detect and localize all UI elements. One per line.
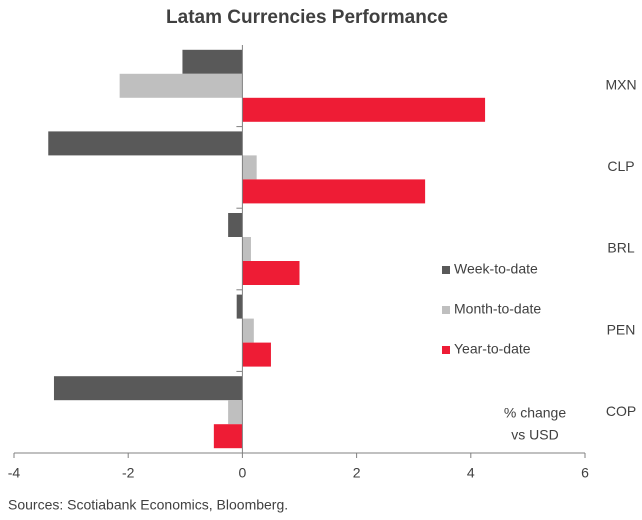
legend-label: Year-to-date	[454, 341, 531, 357]
source-note: Sources: Scotiabank Economics, Bloomberg…	[8, 497, 288, 513]
legend-label: Month-to-date	[454, 301, 541, 317]
chart-title: Latam Currencies Performance	[166, 7, 448, 28]
bar	[213, 424, 243, 449]
x-tick-label: -4	[8, 465, 21, 481]
category-label: PEN	[607, 321, 636, 337]
category-label: MXN	[605, 77, 636, 93]
bar	[242, 342, 271, 367]
bar	[182, 49, 243, 74]
bar	[53, 376, 243, 401]
bar	[242, 237, 251, 261]
legend-swatch	[442, 266, 450, 274]
bar	[119, 73, 243, 98]
annotation: vs USD	[511, 427, 558, 443]
category-label: CLP	[607, 158, 634, 174]
x-tick-label: -2	[122, 465, 135, 481]
bar	[48, 131, 243, 156]
bar	[228, 400, 243, 425]
bar	[242, 179, 426, 204]
legend-swatch	[442, 346, 450, 354]
legend-swatch	[442, 306, 450, 314]
bar	[242, 155, 257, 180]
bar	[236, 294, 243, 319]
x-tick-label: 2	[353, 465, 361, 481]
annotation: % change	[504, 405, 566, 421]
bar	[228, 213, 243, 237]
bar	[242, 97, 486, 122]
category-label: BRL	[607, 240, 634, 256]
category-label: COP	[606, 403, 636, 419]
legend-label: Week-to-date	[454, 261, 538, 277]
bar	[242, 261, 300, 285]
bar	[242, 318, 254, 343]
x-tick-label: 4	[467, 465, 475, 481]
x-tick-label: 0	[239, 465, 247, 481]
x-tick-label: 6	[581, 465, 589, 481]
